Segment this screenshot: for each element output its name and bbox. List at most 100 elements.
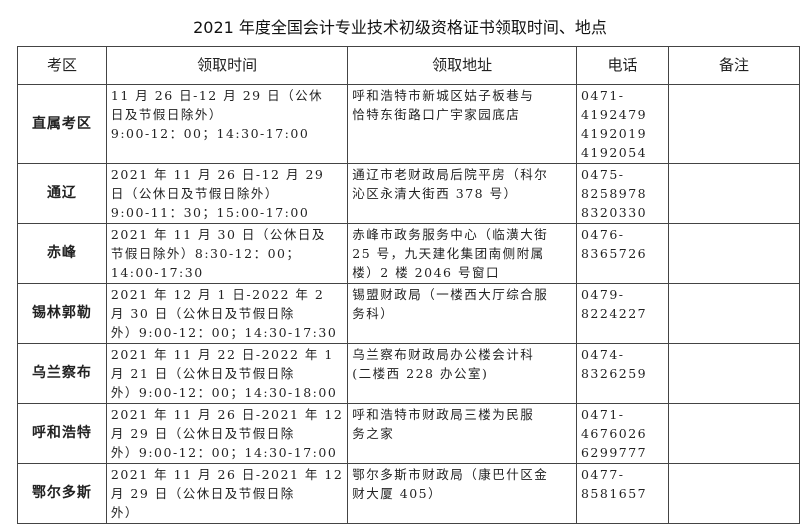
note-cell xyxy=(668,283,800,344)
phone-line: 6299777 xyxy=(580,445,648,460)
table-row: 直属考区 11 月 26 日-12 月 29 日（公休 日及节假日除外） 9:00-1… xyxy=(17,84,800,164)
phone-cell: 0474- 8326259 xyxy=(575,343,670,404)
address-line: 通辽市老财政局后院平房（科尔 xyxy=(352,167,549,182)
note-cell xyxy=(668,84,800,164)
phone-line: 8258978 xyxy=(580,186,648,201)
phone-cell: 0475- 8258978 8320330 xyxy=(575,163,670,224)
phone-cell: 0471- 4192479 4192019 4192054 xyxy=(575,84,670,164)
region-cell: 鄂尔多斯 xyxy=(17,463,107,524)
phone-line: 8224227 xyxy=(580,306,648,321)
phone-line: 4676026 xyxy=(580,426,648,441)
time-line: 2021 年 11 月 30 日（公休日及 xyxy=(110,227,326,242)
note-cell xyxy=(668,463,800,524)
region-cell: 通辽 xyxy=(17,163,107,224)
time-line: 日（公休日及节假日除外） xyxy=(110,186,279,201)
address-line: 恰特东街路口广宇家园底店 xyxy=(352,107,521,122)
time-line: 9:00-12：00；14:30-17:00 xyxy=(110,126,310,141)
table-row: 乌兰察布 2021 年 11 月 22 日-2022 年 1 月 21 日（公休日及… xyxy=(17,343,800,404)
address-line: 财大厦 405） xyxy=(352,486,443,501)
phone-line: 8326259 xyxy=(580,366,648,381)
time-line: 2021 年 11 月 26 日-12 月 29 xyxy=(110,167,325,182)
phone-line: 8320330 xyxy=(580,205,648,220)
time-line: 节假日除外）8:30-12：00； xyxy=(110,246,301,261)
note-cell xyxy=(668,343,800,404)
phone-line: 4192019 xyxy=(580,126,648,141)
phone-line: 8365726 xyxy=(580,246,648,261)
phone-line: 0471- xyxy=(580,407,625,422)
phone-cell: 0471- 4676026 6299777 xyxy=(575,403,670,464)
header-address: 领取地址 xyxy=(347,46,577,85)
table-header-row: 考区 领取时间 领取地址 电话 备注 xyxy=(17,46,800,85)
region-cell: 锡林郭勒 xyxy=(17,283,107,344)
note-cell xyxy=(668,163,800,224)
region-cell: 呼和浩特 xyxy=(17,403,107,464)
region-cell: 赤峰 xyxy=(17,223,107,284)
region-cell: 乌兰察布 xyxy=(17,343,107,404)
phone-line: 0477- xyxy=(580,467,625,482)
address-line: 锡盟财政局（一楼西大厅综合服 xyxy=(352,287,549,302)
table-row: 呼和浩特 2021 年 11 月 26 日-2021 年 12 月 29 日（公休日… xyxy=(17,403,800,464)
note-cell xyxy=(668,403,800,464)
table-row: 锡林郭勒 2021 年 12 月 1 日-2022 年 2 月 30 日（公休日及节… xyxy=(17,283,800,344)
time-cell: 2021 年 11 月 22 日-2022 年 1 月 21 日（公休日及节假日除… xyxy=(105,343,349,404)
time-cell: 2021 年 11 月 26 日-2021 年 12 月 29 日（公休日及节假日… xyxy=(105,463,349,524)
time-line: 外）9:00-12：00；14:30-17:00 xyxy=(110,445,338,460)
phone-cell: 0476- 8365726 xyxy=(575,223,670,284)
time-cell: 2021 年 11 月 26 日-12 月 29 日（公休日及节假日除外） 9:00… xyxy=(105,163,349,224)
time-line: 月 21 日（公休日及节假日除 xyxy=(110,366,295,381)
phone-cell: 0477- 8581657 xyxy=(575,463,670,524)
time-line: 2021 年 12 月 1 日-2022 年 2 xyxy=(110,287,325,302)
phone-line: 0471- xyxy=(580,88,625,103)
time-cell: 2021 年 12 月 1 日-2022 年 2 月 30 日（公休日及节假日除外… xyxy=(105,283,349,344)
phone-line: 4192479 xyxy=(580,107,648,122)
address-line: 25 号，九天建化集团南侧附属 xyxy=(352,246,545,261)
header-phone: 电话 xyxy=(575,46,670,85)
time-cell: 2021 年 11 月 30 日（公休日及 节假日除外）8:30-12：00； 14… xyxy=(105,223,349,284)
header-note: 备注 xyxy=(668,46,800,85)
table-row: 鄂尔多斯 2021 年 11 月 26 日-2021 年 12 月 29 日（公休日… xyxy=(17,463,800,524)
time-cell: 2021 年 11 月 26 日-2021 年 12 月 29 日（公休日及节假日… xyxy=(105,403,349,464)
address-line: 沁区永清大街西 378 号） xyxy=(352,186,518,201)
time-line: 日及节假日除外） xyxy=(110,107,223,122)
certificate-pickup-table: 考区 领取时间 领取地址 电话 备注 直属考区 11 月 26 日-12 月 29… xyxy=(17,46,800,524)
table-row: 赤峰 2021 年 11 月 30 日（公休日及 节假日除外）8:30-12：00；… xyxy=(17,223,800,284)
phone-line: 0479- xyxy=(580,287,625,302)
time-line: 9:00-11：30；15:00-17:00 xyxy=(110,205,310,220)
phone-cell: 0479- 8224227 xyxy=(575,283,670,344)
document-title: 2021 年度全国会计专业技术初级资格证书领取时间、地点 xyxy=(193,18,607,37)
note-cell xyxy=(668,223,800,284)
address-cell: 通辽市老财政局后院平房（科尔 沁区永清大街西 378 号） xyxy=(347,163,577,224)
address-line: 呼和浩特市财政局三楼为民服 xyxy=(352,407,535,422)
address-cell: 呼和浩特市新城区姑子板巷与 恰特东街路口广宇家园底店 xyxy=(347,84,577,164)
time-cell: 11 月 26 日-12 月 29 日（公休 日及节假日除外） 9:00-12：00… xyxy=(105,84,349,164)
time-line: 外）9:00-12：00；14:30-17:30 xyxy=(110,325,338,340)
time-line: 11 月 26 日-12 月 29 日（公休 xyxy=(110,88,324,103)
address-cell: 锡盟财政局（一楼西大厅综合服 务科） xyxy=(347,283,577,344)
time-line: 月 30 日（公休日及节假日除 xyxy=(110,306,295,321)
header-region: 考区 xyxy=(17,46,107,85)
phone-line: 0476- xyxy=(580,227,625,242)
address-line: 呼和浩特市新城区姑子板巷与 xyxy=(352,88,535,103)
phone-line: 0475- xyxy=(580,167,625,182)
address-cell: 赤峰市政务服务中心（临潢大街 25 号，九天建化集团南侧附属 楼）2 楼 2046 … xyxy=(347,223,577,284)
phone-line: 0474- xyxy=(580,347,625,362)
address-line: 务科） xyxy=(352,306,395,321)
phone-line: 8581657 xyxy=(580,486,648,501)
header-time: 领取时间 xyxy=(105,46,349,85)
address-line: 乌兰察布财政局办公楼会计科 xyxy=(352,347,535,362)
address-line: 赤峰市政务服务中心（临潢大街 xyxy=(352,227,549,242)
address-line: 鄂尔多斯市财政局（康巴什区金 xyxy=(352,467,549,482)
time-line: 月 29 日（公休日及节假日除 xyxy=(110,486,295,501)
time-line: 月 29 日（公休日及节假日除 xyxy=(110,426,295,441)
region-cell: 直属考区 xyxy=(17,84,107,164)
time-line: 2021 年 11 月 26 日-2021 年 12 xyxy=(110,467,344,482)
address-line: 务之家 xyxy=(352,426,395,441)
address-cell: 呼和浩特市财政局三楼为民服 务之家 xyxy=(347,403,577,464)
address-line: (二楼西 228 办公室) xyxy=(352,366,489,381)
address-cell: 鄂尔多斯市财政局（康巴什区金 财大厦 405） xyxy=(347,463,577,524)
time-line: 14:00-17:30 xyxy=(110,265,204,280)
address-cell: 乌兰察布财政局办公楼会计科 (二楼西 228 办公室) xyxy=(347,343,577,404)
address-line: 楼）2 楼 2046 号窗口 xyxy=(352,265,500,280)
time-line: 外）9:00-12：00；14:30-18:00 xyxy=(110,385,338,400)
phone-line: 4192054 xyxy=(580,145,648,160)
